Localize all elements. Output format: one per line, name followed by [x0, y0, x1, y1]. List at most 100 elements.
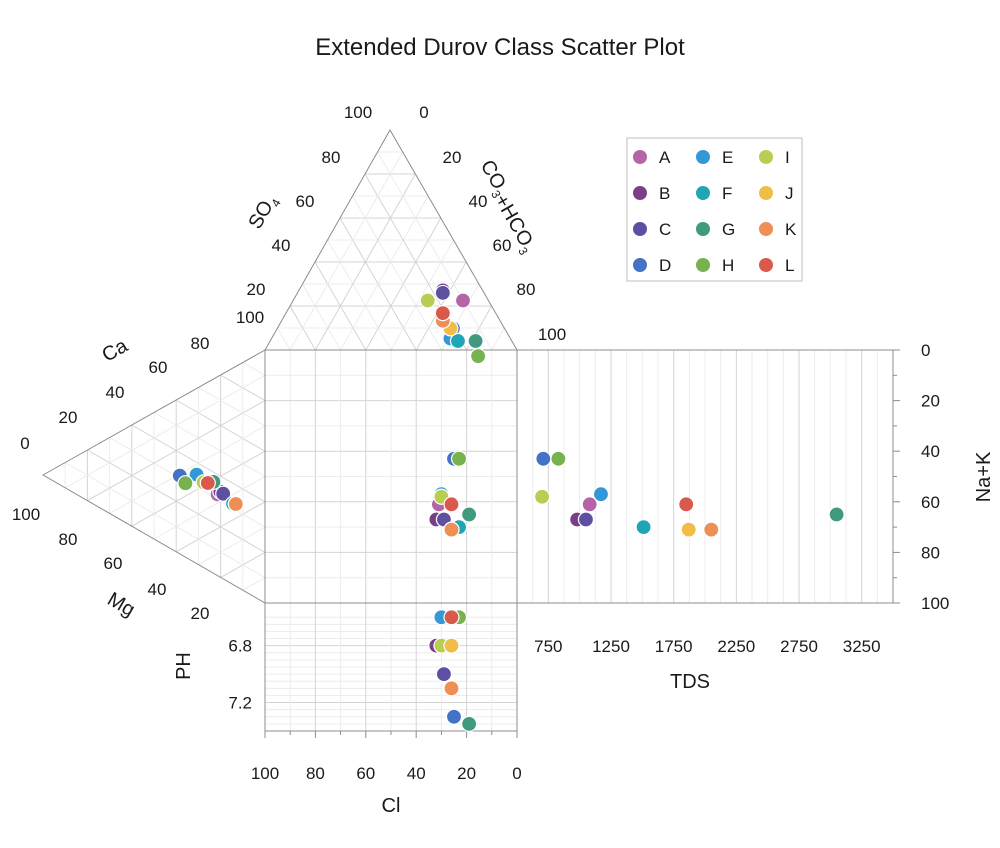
legend-marker-c — [633, 222, 647, 236]
legend-label-c: C — [659, 220, 671, 239]
cation-point-k — [227, 495, 244, 513]
legend-box — [626, 137, 803, 282]
cl-tick-label: 80 — [306, 764, 325, 783]
legend-label-e: E — [722, 148, 733, 167]
legend-marker-g — [696, 222, 710, 236]
na-k-tick-label: 20 — [921, 392, 940, 411]
tds-tick-label: 3250 — [843, 637, 881, 656]
legend-label-d: D — [659, 256, 671, 275]
cation-gridline — [64, 462, 266, 579]
legend-marker-b — [633, 186, 647, 200]
anion-gridline — [377, 151, 493, 351]
cation-gridline — [153, 412, 266, 477]
anion-gridline — [352, 195, 442, 351]
cation-gridline — [198, 526, 266, 566]
cl-tick-label: 60 — [356, 764, 375, 783]
cation-gridline — [198, 387, 266, 427]
tds-point-h — [550, 450, 567, 467]
ph-point-l — [443, 609, 460, 626]
tds-point-a — [581, 496, 598, 513]
chart-title: Extended Durov Class Scatter Plot — [315, 34, 685, 61]
mg-tick-label: 80 — [59, 530, 78, 549]
mg-tick-label: 60 — [104, 554, 123, 573]
so4-tick-label: 100 — [344, 103, 372, 122]
legend-marker-k — [759, 222, 773, 236]
legend-label-k: K — [785, 220, 797, 239]
anion-gridline — [327, 239, 392, 351]
co3-hco3-tick-label: 100 — [538, 325, 566, 344]
so4-tick-label: 100 — [236, 308, 264, 327]
legend-marker-l — [759, 258, 773, 272]
cation-point-h — [177, 475, 194, 492]
so4-tick-label: 40 — [272, 236, 291, 255]
co3-hco3-tick-label: 0 — [419, 103, 428, 122]
cation-point-l — [199, 474, 216, 492]
legend-label-h: H — [722, 256, 734, 275]
anion-gridline — [277, 327, 291, 351]
co3-hco3-tick-label: 80 — [517, 280, 536, 299]
ph-point-g — [461, 715, 478, 732]
ph-tick-label: 7.2 — [228, 694, 252, 713]
legend-label-i: I — [785, 148, 790, 167]
square-point-g — [461, 506, 478, 523]
na-k-tick-label: 0 — [921, 341, 930, 360]
tds-tick-label: 2750 — [780, 637, 818, 656]
square-point-l — [443, 496, 460, 513]
square-point-k — [443, 521, 460, 538]
anion-gridline — [289, 151, 404, 351]
na-k-tick-label: 40 — [921, 442, 940, 461]
cation-gridline — [242, 577, 266, 591]
legend-marker-j — [759, 186, 773, 200]
na-k-tick-label: 60 — [921, 493, 940, 512]
legend-label-a: A — [659, 148, 671, 167]
legend-label-b: B — [659, 184, 670, 203]
tds-point-e — [592, 486, 610, 503]
legend-marker-a — [633, 150, 647, 164]
tds-tick-label: 1750 — [655, 637, 693, 656]
ph-point-c — [435, 666, 453, 683]
tds-tick-label: 1250 — [592, 637, 630, 656]
co3-hco3-tick-label: 40 — [469, 192, 488, 211]
mg-tick-label: 20 — [191, 604, 210, 623]
cl-axis-title: Cl — [382, 795, 401, 817]
cl-tick-label: 40 — [407, 764, 426, 783]
tds-point-d — [535, 450, 552, 467]
legend-marker-d — [633, 258, 647, 272]
anion-point-a — [454, 292, 472, 309]
legend-marker-e — [696, 150, 710, 164]
anion-point-h — [470, 348, 487, 365]
mg-axis-title: Mg — [103, 588, 138, 621]
co3-hco3-tick-label: 20 — [443, 148, 462, 167]
anion-point-i — [419, 292, 436, 309]
na-k-tick-label: 80 — [921, 543, 940, 562]
legend-marker-i — [759, 150, 773, 164]
cation-point-c — [215, 485, 232, 502]
cation-gridline — [64, 374, 266, 489]
ca-axis-title: Ca — [98, 334, 132, 366]
anion-point-l — [434, 305, 451, 322]
tds-point-i — [533, 488, 551, 505]
square-point-h — [450, 450, 468, 467]
tds-tick-label: 2250 — [717, 637, 755, 656]
cation-gridline — [87, 449, 266, 553]
legend-marker-h — [696, 258, 710, 272]
legend-marker-f — [696, 186, 710, 200]
tds-point-k — [703, 521, 720, 538]
ph-tick-label: 6.8 — [228, 637, 252, 656]
so4-axis-title: SO4 — [244, 191, 284, 235]
ca-tick-label: 80 — [191, 334, 210, 353]
data-points — [171, 282, 845, 732]
tds-point-g — [828, 506, 845, 523]
mg-tick-label: 100 — [12, 505, 40, 524]
legend-label-l: L — [785, 256, 794, 275]
ph-point-d — [445, 708, 463, 725]
anion-point-c — [434, 284, 451, 302]
anion-gridline — [340, 195, 429, 351]
so4-tick-label: 20 — [247, 280, 266, 299]
cl-tick-label: 20 — [457, 764, 476, 783]
tds-point-c — [577, 511, 595, 528]
tds-point-j — [680, 521, 697, 538]
ph-point-k — [443, 680, 460, 697]
